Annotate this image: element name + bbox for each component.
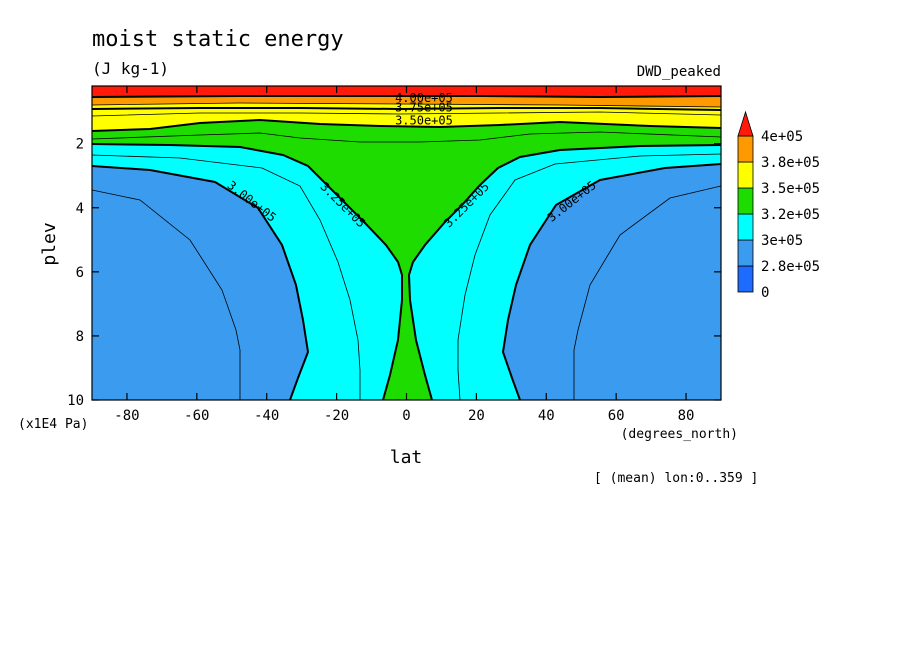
colorbar-swatch	[737, 213, 754, 241]
y-tick-label: 10	[67, 393, 84, 409]
chart-title: moist static energy	[92, 27, 344, 52]
contour-label: 4.00e+05	[395, 91, 453, 105]
x-tick-label: -40	[254, 408, 279, 424]
contour-thin-left-blue	[92, 189, 241, 400]
colorbar: 0 2.8e+05 3e+05 3.2e+05 3.5e+05 3.8e+05 4e+05	[737, 110, 820, 301]
y-axis-units: (x1E4 Pa)	[18, 417, 88, 432]
colorbar-swatch	[737, 187, 754, 215]
x-tick-label: 20	[468, 408, 485, 424]
contour-3.75e05	[92, 107, 721, 111]
colorbar-swatch	[737, 135, 754, 163]
colorbar-swatch	[737, 161, 754, 189]
x-tick-label: -20	[324, 408, 349, 424]
x-axis-label: lat	[390, 447, 423, 468]
colorbar-label: 3.2e+05	[761, 207, 820, 223]
contour-4.00e05	[92, 95, 721, 99]
mean-note: [ (mean) lon:0..359 ]	[594, 471, 758, 486]
contour-3.00e05-right	[501, 163, 721, 400]
contour-3.00e05-left	[92, 165, 310, 400]
contour-plot	[92, 86, 721, 400]
colorbar-swatch	[737, 239, 754, 267]
x-tick-label: -80	[114, 408, 139, 424]
contour-3.50e05	[92, 118, 721, 132]
x-tick-label: 60	[608, 408, 625, 424]
y-axis-label: plev	[39, 222, 60, 265]
contour-thin-right-blue	[573, 185, 721, 400]
colorbar-swatch	[737, 265, 754, 293]
contour-label: 3.75e+05	[395, 101, 453, 115]
chart-units: (J kg-1)	[92, 59, 169, 78]
contour-thin-3.375e05	[92, 131, 721, 143]
contour-thin-right-cyan	[457, 153, 721, 400]
colorbar-label: 4e+05	[761, 129, 803, 145]
colorbar-label: 0	[761, 285, 769, 301]
contour-thin-3.875e05	[92, 102, 721, 108]
y-tick-label: 6	[76, 265, 84, 281]
colorbar-label: 3.8e+05	[761, 155, 820, 171]
contour-thin-3.625e05	[92, 111, 721, 117]
colorbar-label: 2.8e+05	[761, 259, 820, 275]
x-axis-units: (degrees_north)	[621, 427, 738, 442]
contour-label: 3.50e+05	[395, 113, 453, 127]
dataset-label: DWD_peaked	[637, 64, 721, 80]
colorbar-label: 3e+05	[761, 233, 803, 249]
contour-thin-left-cyan	[92, 154, 361, 400]
x-tick-label: 40	[538, 408, 555, 424]
fill-level-2-left	[92, 166, 308, 400]
x-tick-label: -60	[184, 408, 209, 424]
contour-3.25e05	[92, 143, 721, 400]
y-axis: 2 4 6 8 10	[67, 137, 721, 409]
y-tick-label: 4	[76, 201, 84, 217]
fill-level-3-green	[92, 86, 721, 400]
colorbar-label: 3.5e+05	[761, 181, 820, 197]
colorbar-extend-arrow	[737, 110, 754, 137]
contour-lines	[92, 95, 721, 400]
x-tick-label: 80	[678, 408, 695, 424]
y-tick-label: 2	[76, 137, 84, 153]
x-axis: -80 -60 -40 -20 0 20 40 60 80	[114, 86, 694, 424]
y-tick-label: 8	[76, 329, 84, 345]
x-tick-label: 0	[402, 408, 410, 424]
fill-level-2-right	[503, 164, 721, 400]
